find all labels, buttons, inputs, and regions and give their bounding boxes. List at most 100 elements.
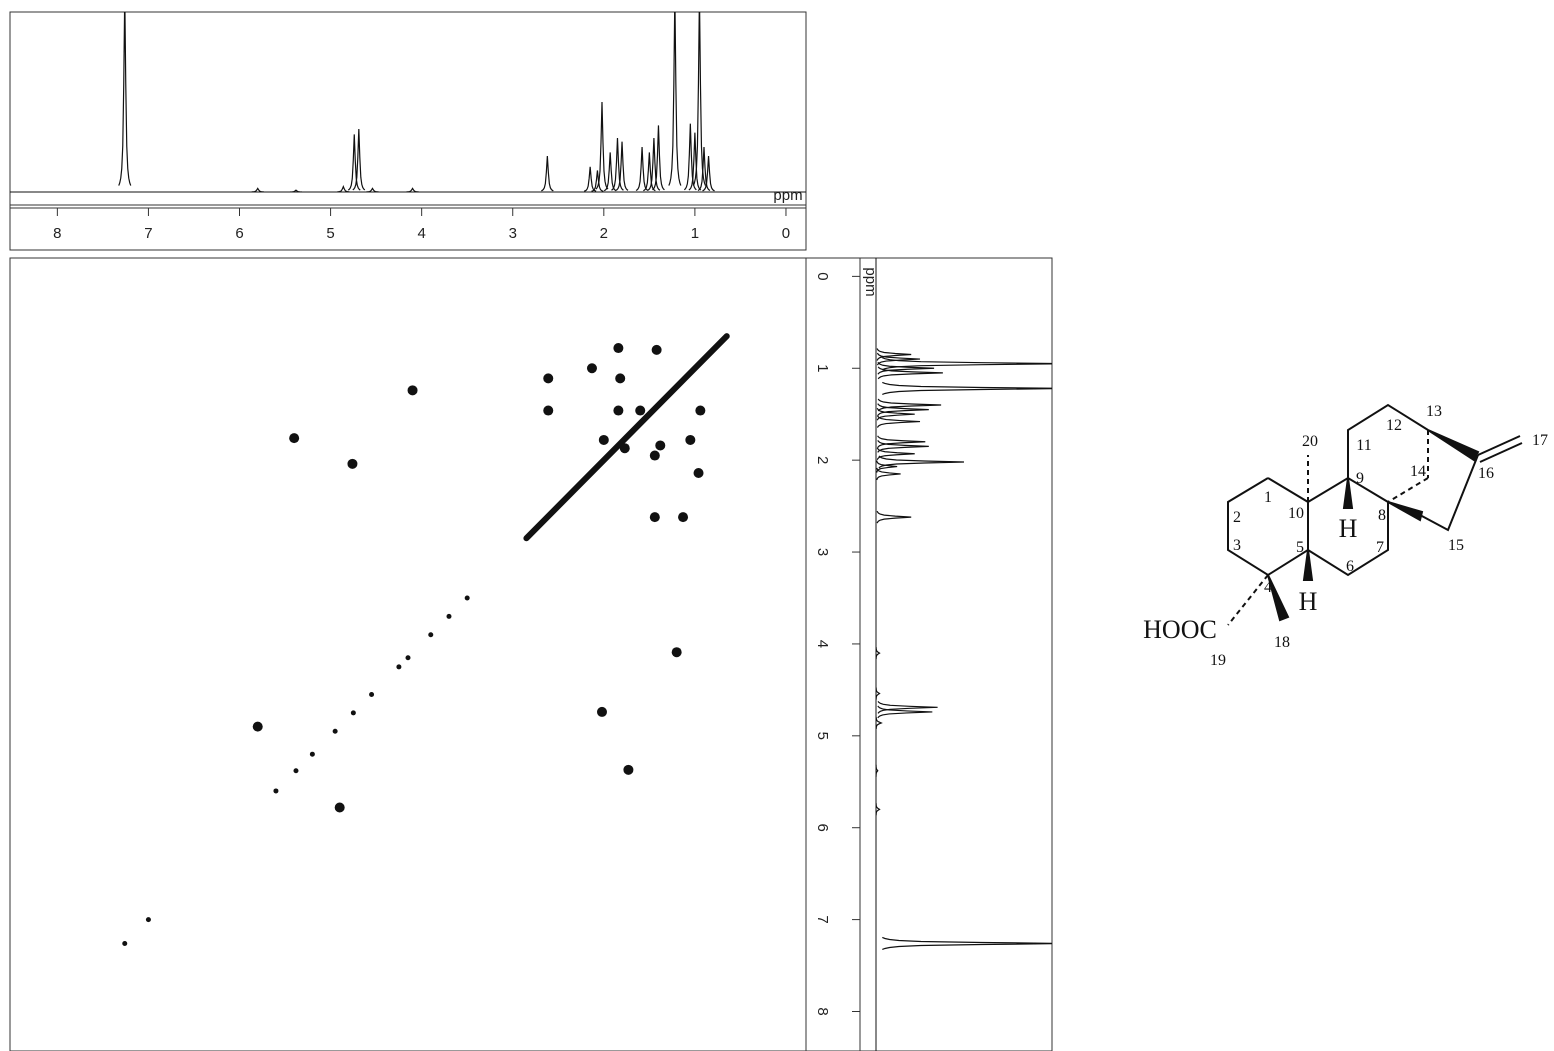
peak <box>611 137 624 191</box>
atom-label: 17 <box>1532 432 1548 449</box>
peak <box>615 141 629 191</box>
peak <box>877 366 943 380</box>
cross-peak <box>649 450 660 461</box>
peak <box>697 146 711 192</box>
peak <box>882 381 1052 396</box>
peak <box>877 398 942 412</box>
diagonal-peak <box>428 632 434 638</box>
peak <box>583 166 597 192</box>
structure <box>1227 403 1523 626</box>
atom-label: HOOC <box>1143 615 1217 644</box>
diagonal-peak <box>332 728 338 734</box>
ring-b <box>1307 476 1389 577</box>
y-axis-label: ppm <box>862 267 879 296</box>
y-tick-label: 4 <box>814 640 831 648</box>
cross-peak <box>543 405 554 416</box>
cross-peak <box>596 706 607 717</box>
peak <box>289 189 302 193</box>
top-spectrum <box>10 12 806 193</box>
peak <box>876 415 921 428</box>
cross-peak <box>685 434 696 445</box>
cross-peak <box>613 343 624 354</box>
atom-label: 1 <box>1264 489 1272 506</box>
peak <box>876 447 915 461</box>
cross-peak <box>655 440 666 451</box>
wedge <box>1427 429 1480 462</box>
peak <box>875 647 881 660</box>
peak <box>702 155 715 192</box>
cross-peak <box>695 405 706 416</box>
peak <box>876 510 912 524</box>
peak <box>118 12 132 186</box>
wedge <box>1387 501 1424 522</box>
peak <box>882 936 1052 951</box>
diagonal-peak <box>405 655 411 661</box>
y-tick-label: 5 <box>814 732 831 740</box>
peak <box>366 187 379 193</box>
cross-peak <box>671 647 682 658</box>
cross-peak <box>623 764 634 775</box>
cross-peak <box>693 468 704 479</box>
bridge <box>1387 477 1429 503</box>
ring-c <box>1347 403 1429 478</box>
cross-peak <box>649 512 660 523</box>
peak <box>882 357 1052 371</box>
peak <box>878 455 965 469</box>
peak <box>877 700 938 714</box>
peak <box>635 146 649 192</box>
x-tick-label: 7 <box>144 225 152 242</box>
diagonal-peak <box>145 917 151 923</box>
cross-peak <box>598 434 609 445</box>
atom-label: 4 <box>1264 579 1272 596</box>
peak <box>877 440 929 453</box>
peak <box>877 403 929 416</box>
atom-label: H <box>1339 514 1358 543</box>
peak <box>688 132 702 191</box>
diagonal-peak <box>396 664 402 670</box>
axes: 8 7 6 5 4 3 2 1 0 0 1 2 3 4 5 6 7 8 <box>53 208 860 1016</box>
atom-label: 11 <box>1356 437 1371 454</box>
x-axis-label: ppm <box>773 187 802 204</box>
cross-peak <box>252 721 263 732</box>
wedge <box>1267 574 1290 622</box>
diagonal-peak <box>446 613 452 619</box>
x-tick-label: 1 <box>691 225 699 242</box>
peak <box>876 348 912 361</box>
peak <box>875 687 881 700</box>
peak <box>337 185 350 193</box>
y-tick-label: 7 <box>814 915 831 923</box>
diagonal <box>523 333 730 542</box>
peak <box>406 187 419 193</box>
diagonal-peak <box>464 595 470 601</box>
x-tick-label: 8 <box>53 225 61 242</box>
x-tick-label: 3 <box>509 225 517 242</box>
peak <box>876 460 898 473</box>
atom-label: 20 <box>1302 433 1318 450</box>
peak <box>877 435 926 449</box>
cosy-contours <box>122 333 730 946</box>
peak <box>603 152 617 192</box>
peak <box>875 764 879 777</box>
atom-label: 15 <box>1448 537 1464 554</box>
wedge <box>1342 477 1354 509</box>
x-tick-label: 4 <box>417 225 425 242</box>
atom-label: 10 <box>1288 505 1304 522</box>
peak <box>652 125 665 191</box>
atom-label: 19 <box>1210 652 1226 669</box>
peak <box>877 361 935 375</box>
atom-label: 5 <box>1296 539 1304 556</box>
y-tick-label: 0 <box>814 272 831 280</box>
y-tick-label: 8 <box>814 1007 831 1015</box>
cross-peak <box>635 405 646 416</box>
peak <box>875 803 881 816</box>
peak <box>692 12 707 186</box>
diagonal-peak <box>273 788 279 794</box>
diagonal-peak <box>122 940 128 946</box>
cross-peak <box>613 405 624 416</box>
y-tick-label: 1 <box>814 364 831 372</box>
cross-peak <box>651 344 662 355</box>
atom-label: 6 <box>1346 558 1354 575</box>
atom-label: 7 <box>1376 539 1384 556</box>
x-tick-label: 5 <box>326 225 334 242</box>
x-tick-label: 6 <box>235 225 243 242</box>
